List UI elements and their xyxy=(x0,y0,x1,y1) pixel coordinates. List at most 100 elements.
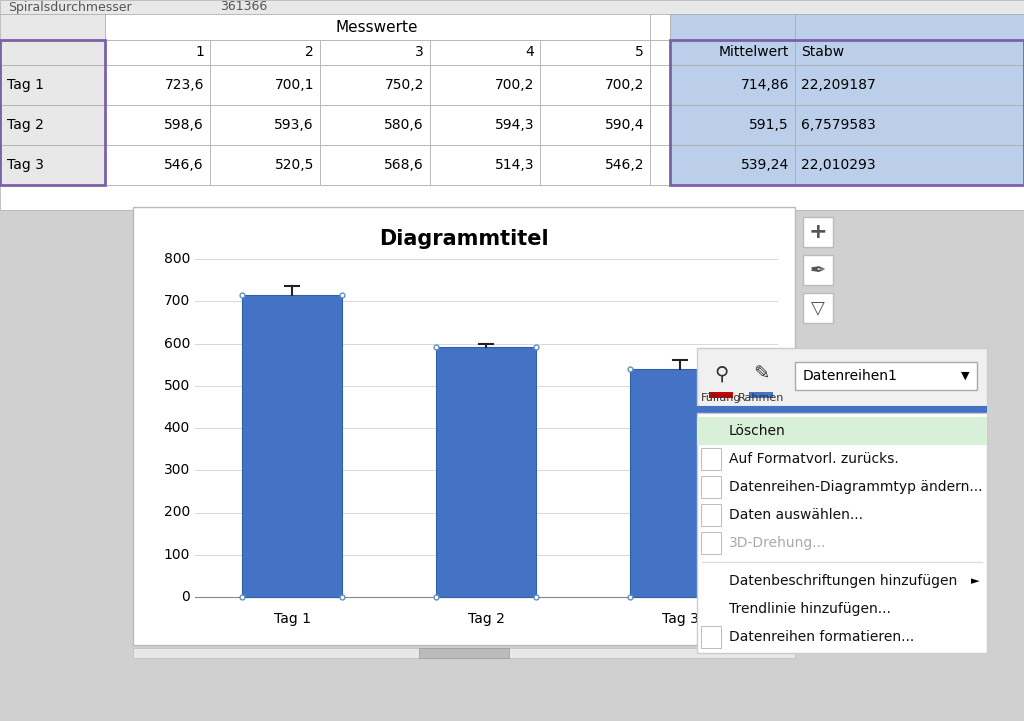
Text: Tag 3: Tag 3 xyxy=(662,612,698,626)
Bar xyxy=(709,392,733,398)
Text: 100: 100 xyxy=(164,548,190,562)
Text: 4: 4 xyxy=(525,45,534,60)
Text: ⚲: ⚲ xyxy=(714,365,728,384)
Bar xyxy=(540,40,650,65)
Text: 3: 3 xyxy=(416,45,424,60)
Bar xyxy=(0,185,1024,210)
Text: Tag 2: Tag 2 xyxy=(468,612,505,626)
Bar xyxy=(105,40,210,65)
Text: 750,2: 750,2 xyxy=(385,78,424,92)
Bar xyxy=(0,14,105,40)
Bar xyxy=(795,145,1024,185)
Bar xyxy=(0,40,105,65)
Text: 361366: 361366 xyxy=(220,1,267,14)
Text: ✒: ✒ xyxy=(810,260,826,280)
Bar xyxy=(105,65,210,105)
Bar xyxy=(540,145,650,185)
Bar xyxy=(701,476,721,498)
Bar xyxy=(319,105,430,145)
Text: Diagrammtitel: Diagrammtitel xyxy=(379,229,549,249)
Text: 700,2: 700,2 xyxy=(604,78,644,92)
Text: Datenreihen1: Datenreihen1 xyxy=(803,369,898,383)
Text: ✎: ✎ xyxy=(753,365,769,384)
Text: ▽: ▽ xyxy=(811,299,825,317)
Text: 593,6: 593,6 xyxy=(274,118,314,132)
Bar xyxy=(0,40,105,185)
Bar xyxy=(795,14,1024,40)
Text: Tag 3: Tag 3 xyxy=(7,158,44,172)
Text: Spiralsdurchmesser: Spiralsdurchmesser xyxy=(8,1,132,14)
Bar xyxy=(0,105,105,145)
Text: 700: 700 xyxy=(164,294,190,309)
Bar xyxy=(430,65,540,105)
Text: 5: 5 xyxy=(635,45,644,60)
Bar xyxy=(430,40,540,65)
Bar xyxy=(0,145,105,185)
Text: 590,4: 590,4 xyxy=(604,118,644,132)
Bar xyxy=(701,504,721,526)
Bar xyxy=(210,65,319,105)
Text: 714,86: 714,86 xyxy=(740,78,790,92)
Text: 723,6: 723,6 xyxy=(165,78,204,92)
Bar xyxy=(709,362,733,384)
Bar xyxy=(435,347,537,597)
Text: 568,6: 568,6 xyxy=(384,158,424,172)
Bar xyxy=(650,145,670,185)
Bar xyxy=(670,14,795,40)
Text: 580,6: 580,6 xyxy=(384,118,424,132)
Text: 539,24: 539,24 xyxy=(740,158,790,172)
Text: 0: 0 xyxy=(181,590,190,604)
Text: Tag 1: Tag 1 xyxy=(273,612,310,626)
Bar xyxy=(242,295,342,597)
Bar xyxy=(697,406,987,413)
Bar xyxy=(630,369,730,597)
Text: 6,7579583: 6,7579583 xyxy=(801,118,876,132)
Bar xyxy=(430,145,540,185)
Bar xyxy=(795,362,977,390)
Text: Trendlinie hinzufügen...: Trendlinie hinzufügen... xyxy=(729,602,891,616)
Bar xyxy=(795,105,1024,145)
Text: Rahmen: Rahmen xyxy=(738,393,784,403)
Text: 3D-Drehung...: 3D-Drehung... xyxy=(729,536,826,550)
Bar xyxy=(650,40,670,65)
Bar xyxy=(105,105,210,145)
Text: Auf Formatvorl. zurücks.: Auf Formatvorl. zurücks. xyxy=(729,452,899,466)
Bar xyxy=(701,626,721,648)
Bar xyxy=(650,105,670,145)
Bar xyxy=(650,14,670,40)
Bar xyxy=(670,145,795,185)
Text: Daten auswählen...: Daten auswählen... xyxy=(729,508,863,522)
Text: 520,5: 520,5 xyxy=(274,158,314,172)
Bar xyxy=(0,65,105,105)
Bar xyxy=(319,65,430,105)
Text: Datenbeschriftungen hinzufügen: Datenbeschriftungen hinzufügen xyxy=(729,574,957,588)
Bar xyxy=(540,105,650,145)
Bar xyxy=(210,145,319,185)
Bar xyxy=(210,105,319,145)
Bar xyxy=(697,413,987,653)
Bar xyxy=(0,0,1024,210)
Text: ►: ► xyxy=(971,576,979,586)
Bar xyxy=(670,105,795,145)
Bar xyxy=(0,0,1024,14)
Text: 22,209187: 22,209187 xyxy=(801,78,876,92)
Text: 598,6: 598,6 xyxy=(164,118,204,132)
Bar xyxy=(319,40,430,65)
Bar xyxy=(419,648,509,658)
Bar xyxy=(803,255,833,285)
Bar xyxy=(133,207,795,645)
Text: 1: 1 xyxy=(196,45,204,60)
Text: 514,3: 514,3 xyxy=(495,158,534,172)
Text: 700,2: 700,2 xyxy=(495,78,534,92)
Text: Datenreihen-Diagrammtyp ändern...: Datenreihen-Diagrammtyp ändern... xyxy=(729,480,982,494)
Text: 300: 300 xyxy=(164,464,190,477)
Bar xyxy=(749,392,773,398)
Bar xyxy=(670,40,1024,185)
Bar xyxy=(670,65,795,105)
Text: Stabw: Stabw xyxy=(801,45,844,60)
Bar xyxy=(650,65,670,105)
Bar xyxy=(105,145,210,185)
Text: 800: 800 xyxy=(164,252,190,266)
Bar xyxy=(540,65,650,105)
Text: Füllung: Füllung xyxy=(700,393,741,403)
